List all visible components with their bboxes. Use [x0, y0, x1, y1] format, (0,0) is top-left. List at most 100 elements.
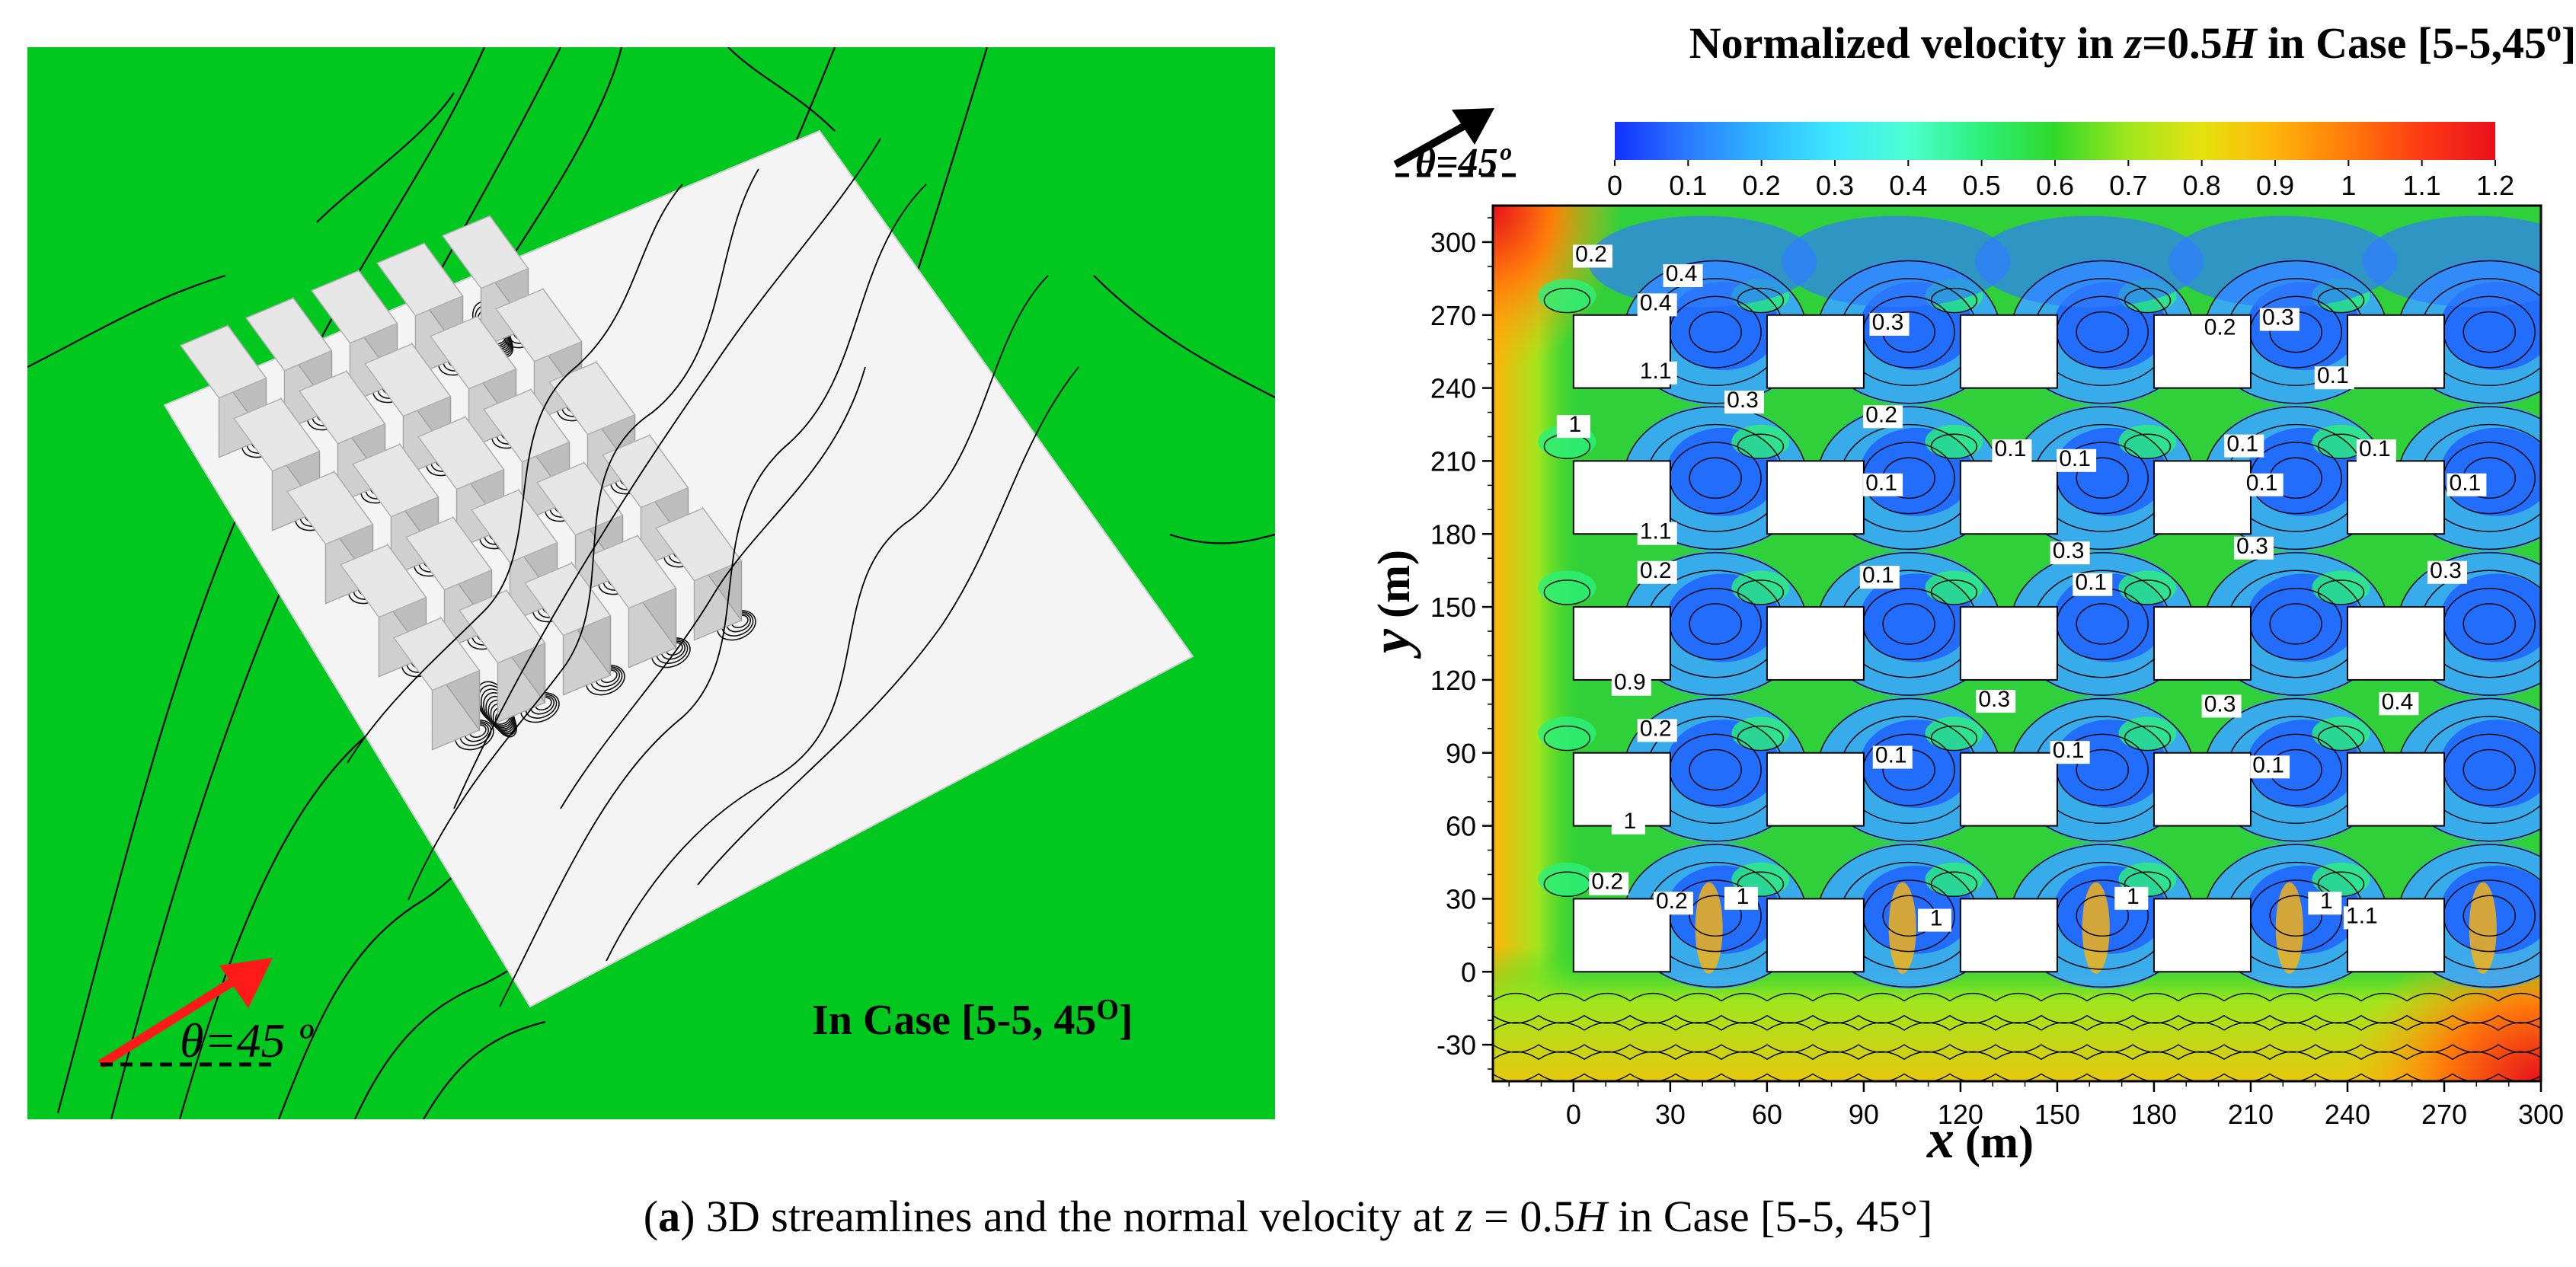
through-streamline — [697, 366, 1079, 886]
contour-value-label: 0.1 — [2450, 471, 2482, 496]
x-tick-label: 180 — [2131, 1099, 2177, 1130]
through-streamline — [407, 168, 759, 901]
contour-line — [1930, 871, 1978, 897]
contour-label-bg — [2308, 892, 2342, 915]
contour-label-bg — [1611, 811, 1645, 835]
block-top-face — [470, 489, 558, 563]
contour-label-bg — [1872, 745, 1913, 769]
contour-label-bg — [2343, 906, 2383, 930]
contour-value-label: 1.1 — [2346, 903, 2378, 928]
contour-line — [1543, 725, 1591, 752]
building-footprint — [1766, 898, 1865, 973]
contour-label-bg — [2114, 886, 2149, 910]
building-block — [589, 534, 677, 669]
corner-eddy — [2312, 716, 2370, 751]
contour-line — [2269, 895, 2322, 937]
building-footprint — [1959, 314, 2058, 389]
corner-eddy — [1925, 424, 1983, 458]
contour-value-label: 0.4 — [1640, 290, 1672, 315]
contour-value-label: 1 — [1569, 412, 1582, 437]
contour-value-label: 0.1 — [2359, 436, 2391, 461]
block-top-face — [232, 397, 321, 472]
y-tick-label: 180 — [1430, 519, 1476, 550]
contour-line — [2317, 725, 2365, 752]
contour-label-bg — [2259, 308, 2300, 331]
contour-label-bg — [2050, 741, 2090, 764]
contour-value-label: 0.1 — [2226, 432, 2258, 457]
building-footprint — [1572, 460, 1671, 535]
through-streamline — [606, 275, 1049, 962]
colorbar-tick-label: 0.7 — [2109, 170, 2147, 201]
contour-value-label: 0.1 — [1862, 563, 1894, 588]
streamline-panel: θ=45 º In Case [5-5, 45O] — [27, 46, 1276, 1120]
contour-line — [1493, 993, 2541, 1002]
gap-jet — [2082, 882, 2110, 974]
contour-value-label: 0.9 — [1614, 670, 1646, 695]
flow-arrow-head — [219, 958, 273, 1008]
building-footprint — [1959, 752, 2058, 827]
block-top-face — [589, 535, 677, 609]
contour-line — [2269, 603, 2322, 645]
contour-label-bg — [2050, 541, 2090, 565]
contour-line — [2076, 311, 2129, 353]
contour-value-label: 1 — [2127, 884, 2140, 909]
contour-label-bg — [1637, 361, 1677, 385]
block-top-face — [404, 516, 493, 591]
y-tick-label: 210 — [1430, 445, 1476, 477]
x-tick-label: 0 — [1566, 1099, 1581, 1130]
block-top-face — [298, 370, 386, 445]
x-tick-label: 120 — [1938, 1099, 1983, 1130]
contour-line — [1737, 725, 1785, 752]
block-top-face — [351, 443, 439, 518]
figure-caption: (a) 3D streamlines and the normal veloci… — [643, 1192, 1933, 1241]
contour-direction-indicator — [1393, 108, 1494, 168]
y-axis-label: y(m) — [1360, 550, 1421, 659]
outer-streamline — [316, 92, 455, 223]
contour-value-label: 0.3 — [2430, 558, 2462, 583]
contour-line — [2124, 725, 2172, 752]
contour-value-label: 0.1 — [1995, 436, 2027, 461]
velocity-contour-figure: Normalized velocity in z=0.5H in Case [5… — [1360, 14, 2576, 1170]
building-footprint — [2346, 314, 2445, 389]
velocity-contour-panel: Normalized velocity in z=0.5H in Case [5… — [1295, 14, 2576, 1173]
wake-core — [2440, 573, 2541, 662]
contour-title: Normalized velocity in z=0.5H in Case [5… — [1689, 15, 2576, 68]
contour-label-bg — [2201, 694, 2242, 718]
contour-line — [2076, 603, 2129, 645]
contour-value-label: 0.3 — [2053, 538, 2085, 563]
contour-label-bg — [2201, 318, 2242, 341]
contour-line — [2076, 457, 2129, 499]
y-tick-label: 60 — [1446, 811, 1476, 842]
colorbar-tick-label: 0.2 — [1743, 170, 1781, 201]
contour-value-label: 0.2 — [2204, 314, 2236, 340]
outer-streamline — [727, 46, 836, 132]
contour-value-label: 0.3 — [2204, 691, 2236, 716]
contour-line — [1689, 895, 1742, 937]
corner-eddy — [2312, 424, 2370, 458]
contour-value-label: 1.1 — [1640, 359, 1672, 384]
contour-line — [1930, 287, 1978, 314]
contour-value-label: 0.1 — [2252, 752, 2284, 777]
contour-label-bg — [2224, 434, 2264, 458]
contour-label-bg — [2233, 536, 2274, 560]
contour-arrow-head — [1452, 108, 1494, 145]
colorbar-tick-label: 1 — [2341, 170, 2356, 201]
building-block — [458, 589, 546, 723]
building-footprint — [1766, 314, 1865, 389]
contour-line — [2124, 287, 2172, 314]
building-footprint — [2346, 606, 2445, 681]
contour-label-bg — [2379, 692, 2419, 716]
y-tick-label: 30 — [1446, 883, 1476, 914]
block-top-face — [392, 617, 481, 691]
contour-label-bg — [1724, 391, 1765, 414]
contour-line — [1689, 311, 1742, 353]
colorbar — [1615, 122, 2495, 160]
block-top-face — [286, 471, 374, 545]
corner-eddy — [1731, 570, 1790, 605]
contour-line — [2076, 748, 2129, 791]
contour-line — [2463, 895, 2516, 937]
building-block — [523, 561, 612, 696]
through-streamline — [560, 366, 866, 809]
corner-eddy — [2118, 570, 2177, 605]
contour-line — [1493, 1051, 2541, 1061]
